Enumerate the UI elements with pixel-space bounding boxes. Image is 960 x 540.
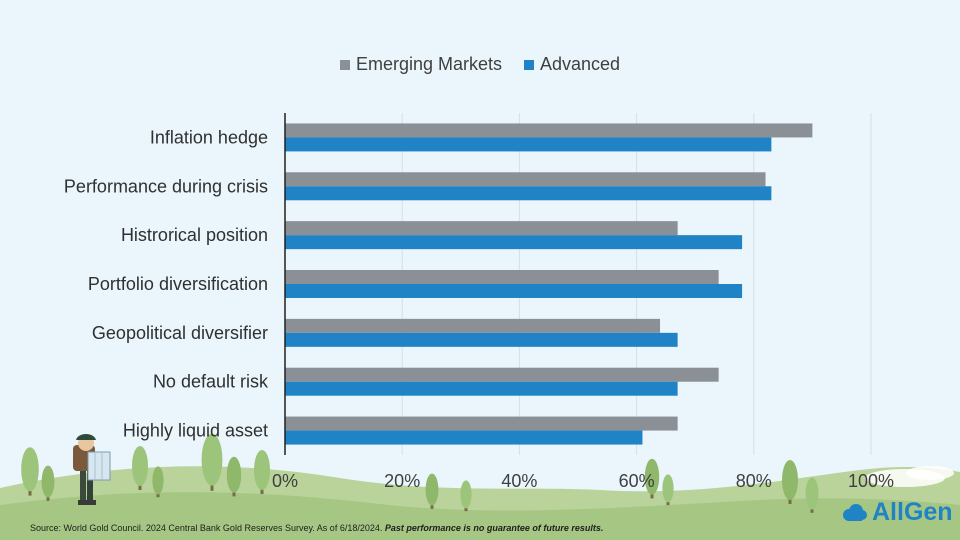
bar-advanced (285, 381, 678, 396)
bar-emerging (285, 416, 678, 431)
bar-advanced (285, 284, 743, 298)
tree-icon (644, 458, 660, 499)
legend-item-advanced: Advanced (524, 54, 620, 75)
tree-icon (805, 477, 819, 513)
category-label: Highly liquid asset (123, 421, 268, 441)
cloud-icon (843, 504, 867, 521)
category-label: Inflation hedge (150, 127, 268, 147)
tree-icon (662, 474, 674, 506)
hiker-with-map-icon (73, 434, 111, 505)
bar-advanced (285, 235, 743, 250)
category-label: Geopolitical diversifier (92, 323, 268, 343)
legend-swatch-emerging (339, 59, 350, 70)
tree-icon (41, 465, 55, 501)
tree-icon (782, 460, 798, 504)
bar-advanced (285, 332, 678, 347)
legend-item-emerging: Emerging Markets (339, 54, 502, 75)
tree-icon (132, 446, 148, 490)
category-label: Performance during crisis (64, 176, 268, 196)
bar-emerging (285, 172, 766, 187)
legend-label-emerging: Emerging Markets (355, 54, 502, 74)
x-tick-label: 60% (619, 471, 655, 491)
legend-label-advanced: Advanced (540, 54, 621, 74)
tree-icon (226, 456, 242, 497)
x-tick-label: 100% (848, 471, 894, 491)
disclaimer-text: Past performance is no guarantee of futu… (384, 523, 604, 533)
chart-legend: Emerging Markets Advanced (0, 54, 960, 75)
bar-emerging (285, 270, 719, 284)
bar-emerging (285, 367, 719, 382)
source-text: Source: World Gold Council. 2024 Central… (30, 523, 383, 533)
source-note: Source: World Gold Council. 2024 Central… (30, 523, 603, 533)
x-tick-label: 40% (501, 471, 537, 491)
x-tick-label: 80% (736, 471, 772, 491)
tree-icon (254, 450, 270, 494)
bar-emerging (285, 318, 661, 333)
tree-icon (152, 466, 164, 498)
x-tick-label: 20% (384, 471, 420, 491)
tree-icon (460, 480, 472, 512)
landscape-illustration (0, 433, 960, 540)
brand-name: AllGen (872, 497, 953, 526)
bar-advanced (285, 186, 772, 201)
legend-swatch-advanced (524, 59, 534, 70)
brand-logo: AllGen (840, 496, 953, 528)
category-label: Histrorical position (121, 225, 268, 245)
bar-advanced (285, 137, 772, 152)
bar-emerging (285, 123, 813, 138)
tree-icon (201, 433, 223, 491)
x-tick-label: 0% (272, 471, 298, 491)
tree-icon (21, 447, 39, 496)
tree-icon (425, 473, 439, 509)
bar-advanced (285, 430, 643, 445)
category-label: No default risk (153, 372, 269, 392)
category-label: Portfolio diversification (88, 274, 268, 294)
bar-emerging (285, 221, 678, 236)
